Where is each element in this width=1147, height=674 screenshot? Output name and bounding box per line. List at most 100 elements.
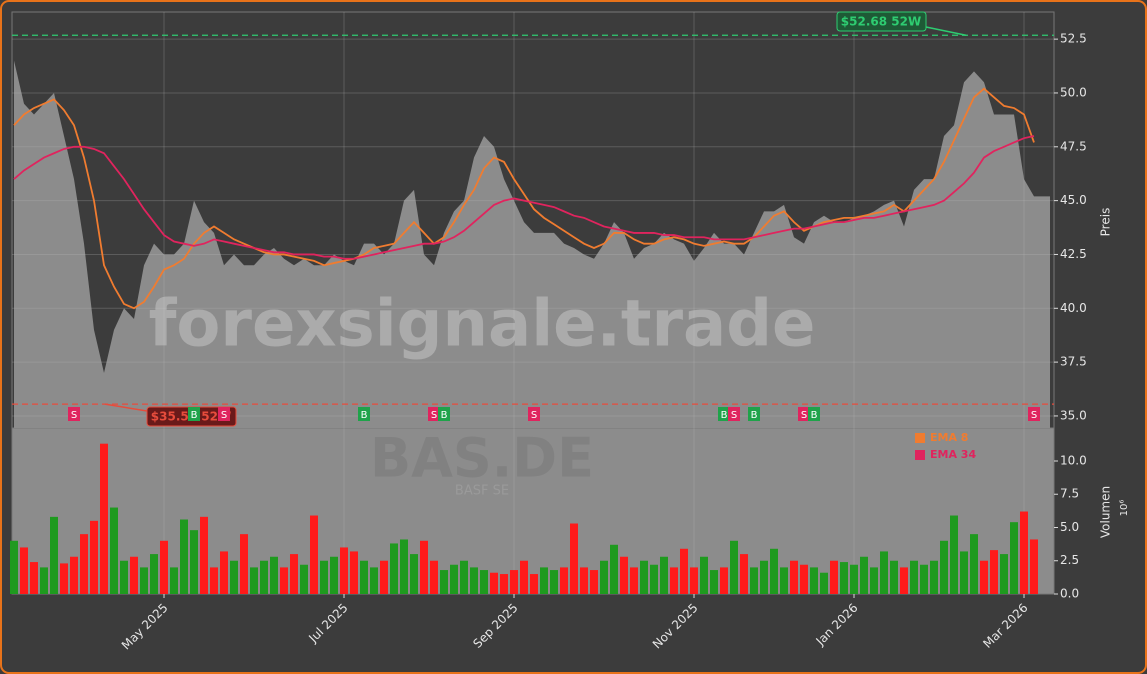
signal-marker: [728, 407, 740, 421]
signal-label: S: [221, 410, 227, 421]
volume-bar: [490, 572, 498, 594]
y-tick-label: 5.0: [1060, 520, 1079, 534]
signal-marker: [358, 407, 370, 421]
volume-bar: [220, 551, 228, 594]
signal-label: S: [1031, 410, 1037, 421]
volume-bar: [10, 540, 18, 594]
volume-bar: [950, 515, 958, 594]
y-tick-label: 45.0: [1060, 193, 1087, 207]
volume-bar: [560, 567, 568, 594]
signal-label: S: [71, 410, 77, 421]
volume-bar: [500, 574, 508, 594]
signal-label: B: [721, 410, 728, 421]
volume-bar: [970, 534, 978, 594]
signal-marker: [798, 407, 810, 421]
volume-bar: [1010, 522, 1018, 594]
volume-bar: [530, 574, 538, 594]
volume-bar: [770, 548, 778, 594]
volume-bar: [1000, 554, 1008, 594]
y-axis-exponent: 10⁶: [1119, 500, 1130, 517]
volume-bar: [920, 564, 928, 594]
volume-bar: [420, 540, 428, 594]
signal-label: B: [441, 410, 448, 421]
volume-bar: [180, 519, 188, 594]
y-tick-label: 47.5: [1060, 139, 1087, 153]
y-tick-label: 40.0: [1060, 301, 1087, 315]
company-watermark: BASF SE: [455, 484, 509, 499]
volume-bar: [650, 564, 658, 594]
volume-bar: [410, 554, 418, 594]
volume-bar: [120, 560, 128, 594]
signal-marker: [528, 407, 540, 421]
y-tick-label: 35.0: [1060, 408, 1087, 422]
signal-label: S: [801, 410, 807, 421]
signal-marker: [428, 407, 440, 421]
volume-bar: [380, 560, 388, 594]
signal-marker: [1028, 407, 1040, 421]
volume-bar: [460, 560, 468, 594]
volume-bar: [740, 554, 748, 594]
volume-bar: [390, 543, 398, 594]
signal-marker: [218, 407, 230, 421]
volume-bar: [140, 567, 148, 594]
y-axis-title: Preis: [1099, 208, 1113, 237]
volume-bar: [100, 443, 108, 594]
volume-bar: [880, 551, 888, 594]
volume-bar: [630, 567, 638, 594]
volume-bar: [90, 520, 98, 594]
volume-bar: [240, 534, 248, 594]
y-tick-label: 50.0: [1060, 85, 1087, 99]
volume-bar: [280, 567, 288, 594]
volume-bar: [810, 567, 818, 594]
volume-bar: [360, 560, 368, 594]
signal-marker: [68, 407, 80, 421]
signal-label: B: [361, 410, 368, 421]
signal-label: B: [811, 410, 818, 421]
volume-bar: [820, 572, 828, 594]
volume-bar: [40, 567, 48, 594]
y-tick-label: 10.0: [1060, 453, 1087, 467]
volume-bar: [190, 530, 198, 594]
volume-bar: [690, 567, 698, 594]
y-axis-title: Volumen: [1099, 486, 1113, 538]
volume-bar: [150, 554, 158, 594]
signal-marker: [188, 407, 200, 421]
volume-bar: [870, 567, 878, 594]
volume-bar: [330, 556, 338, 594]
volume-bar: [470, 567, 478, 594]
volume-bar: [730, 540, 738, 594]
arrow: [925, 26, 967, 36]
legend-label: EMA 34: [930, 448, 976, 461]
volume-bar: [800, 564, 808, 594]
signal-label: S: [531, 410, 537, 421]
signal-label: S: [431, 410, 437, 421]
volume-bar: [550, 570, 558, 594]
volume-bar: [710, 570, 718, 594]
volume-bar: [570, 523, 578, 594]
volume-bar: [170, 567, 178, 594]
volume-bar: [670, 567, 678, 594]
close-area: [14, 60, 1050, 428]
volume-bar: [160, 540, 168, 594]
y-tick-label: 2.5: [1060, 553, 1079, 567]
signal-marker: [718, 407, 730, 421]
volume-bar: [60, 563, 68, 594]
signal-label: B: [751, 410, 758, 421]
volume-bar: [70, 556, 78, 594]
volume-bar: [440, 570, 448, 594]
volume-bar: [830, 560, 838, 594]
symbol-watermark: BAS.DE: [370, 427, 594, 490]
volume-bar: [370, 567, 378, 594]
volume-bar: [900, 567, 908, 594]
volume-bar: [50, 516, 58, 594]
volume-bar: [270, 556, 278, 594]
volume-bar: [640, 560, 648, 594]
volume-bar: [930, 560, 938, 594]
volume-bar: [450, 564, 458, 594]
volume-bar: [300, 564, 308, 594]
signal-marker: [438, 407, 450, 421]
y-tick-label: 37.5: [1060, 355, 1087, 369]
y-tick-label: 7.5: [1060, 487, 1079, 501]
signal-marker: [808, 407, 820, 421]
volume-bar: [590, 570, 598, 594]
